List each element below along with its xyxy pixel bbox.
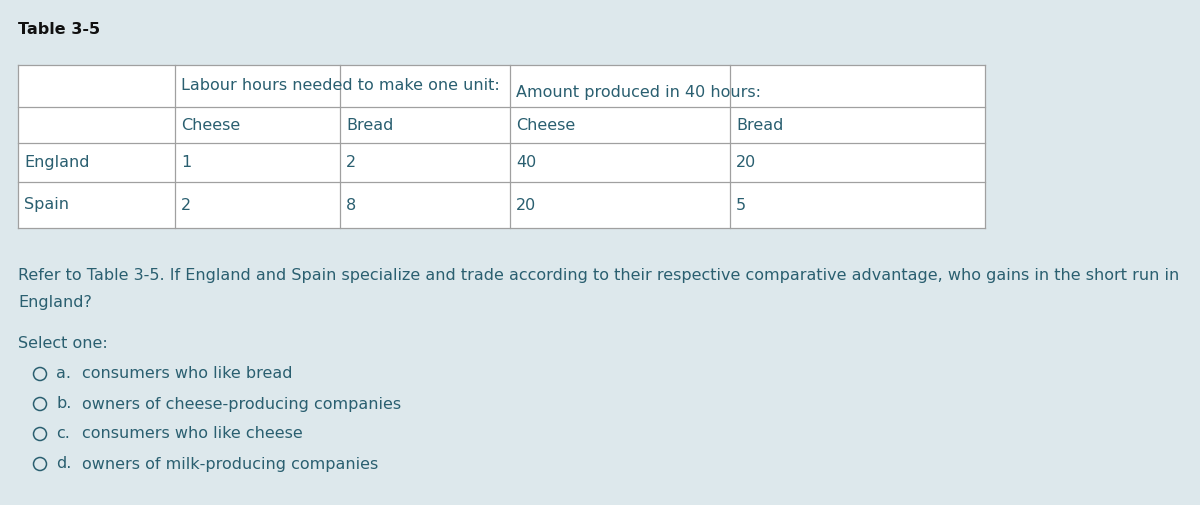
- Text: 2: 2: [181, 197, 191, 213]
- Text: Select one:: Select one:: [18, 336, 108, 351]
- Text: 20: 20: [516, 197, 536, 213]
- Text: owners of milk-producing companies: owners of milk-producing companies: [82, 457, 378, 472]
- Text: d.: d.: [56, 457, 71, 472]
- Text: b.: b.: [56, 396, 71, 412]
- Text: 2: 2: [346, 155, 356, 170]
- Text: Table 3-5: Table 3-5: [18, 22, 100, 37]
- Text: a.: a.: [56, 367, 71, 381]
- Text: owners of cheese-producing companies: owners of cheese-producing companies: [82, 396, 401, 412]
- Text: consumers who like bread: consumers who like bread: [82, 367, 293, 381]
- Text: 5: 5: [736, 197, 746, 213]
- Text: 40: 40: [516, 155, 536, 170]
- Text: Bread: Bread: [736, 118, 784, 132]
- Text: c.: c.: [56, 427, 70, 441]
- Text: England: England: [24, 155, 90, 170]
- Text: 8: 8: [346, 197, 356, 213]
- Text: 1: 1: [181, 155, 191, 170]
- Text: consumers who like cheese: consumers who like cheese: [82, 427, 302, 441]
- Text: Cheese: Cheese: [181, 118, 240, 132]
- Text: Labour hours needed to make one unit:: Labour hours needed to make one unit:: [181, 78, 499, 93]
- Text: England?: England?: [18, 295, 92, 310]
- Text: Cheese: Cheese: [516, 118, 575, 132]
- Bar: [18, 65, 985, 228]
- Text: Amount produced in 40 hours:: Amount produced in 40 hours:: [516, 84, 761, 99]
- Text: Spain: Spain: [24, 197, 70, 213]
- Text: 20: 20: [736, 155, 756, 170]
- Text: Bread: Bread: [346, 118, 394, 132]
- Text: Refer to Table 3-5. If England and Spain specialize and trade according to their: Refer to Table 3-5. If England and Spain…: [18, 268, 1180, 283]
